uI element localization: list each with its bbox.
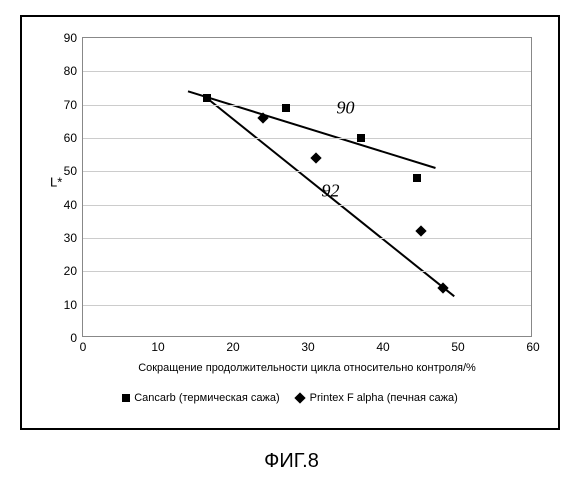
- data-point: [357, 134, 365, 142]
- legend: Cancarb (термическая сажа) Printex F alph…: [22, 392, 558, 404]
- series-annotation: 90: [337, 98, 355, 119]
- y-axis-title: L*: [50, 175, 62, 190]
- legend-item: Cancarb (термическая сажа): [122, 392, 279, 404]
- gridline: [83, 71, 531, 72]
- x-tick-label: 50: [451, 336, 464, 354]
- data-point: [413, 174, 421, 182]
- x-tick-label: 40: [376, 336, 389, 354]
- diamond-icon: [294, 392, 305, 403]
- gridline: [83, 271, 531, 272]
- x-tick-label: 20: [226, 336, 239, 354]
- y-tick-label: 50: [64, 164, 83, 178]
- chart-frame: 010203040506070809001020304050609092 L* …: [20, 15, 560, 430]
- x-tick-label: 0: [80, 336, 87, 354]
- plot-area: 010203040506070809001020304050609092: [82, 37, 532, 337]
- gridline: [83, 138, 531, 139]
- y-tick-label: 90: [64, 31, 83, 45]
- y-tick-label: 20: [64, 264, 83, 278]
- gridline: [83, 105, 531, 106]
- gridline: [83, 171, 531, 172]
- y-tick-label: 30: [64, 231, 83, 245]
- series-annotation: 92: [322, 181, 340, 202]
- y-tick-label: 80: [64, 64, 83, 78]
- x-axis-title: Сокращение продолжительности цикла относ…: [82, 362, 532, 374]
- data-point: [282, 104, 290, 112]
- y-tick-label: 60: [64, 131, 83, 145]
- gridline: [83, 305, 531, 306]
- gridline: [83, 205, 531, 206]
- square-icon: [122, 394, 130, 402]
- y-tick-label: 40: [64, 198, 83, 212]
- data-point: [203, 94, 211, 102]
- x-tick-label: 30: [301, 336, 314, 354]
- trend-lines-layer: [83, 38, 531, 336]
- figure-caption: ФИГ.8: [0, 450, 583, 473]
- legend-item: Printex F alpha (печная сажа): [296, 392, 458, 404]
- gridline: [83, 238, 531, 239]
- y-tick-label: 70: [64, 98, 83, 112]
- legend-label: Cancarb (термическая сажа): [134, 392, 279, 404]
- x-tick-label: 60: [526, 336, 539, 354]
- x-tick-label: 10: [151, 336, 164, 354]
- y-tick-label: 10: [64, 298, 83, 312]
- legend-label: Printex F alpha (печная сажа): [310, 392, 458, 404]
